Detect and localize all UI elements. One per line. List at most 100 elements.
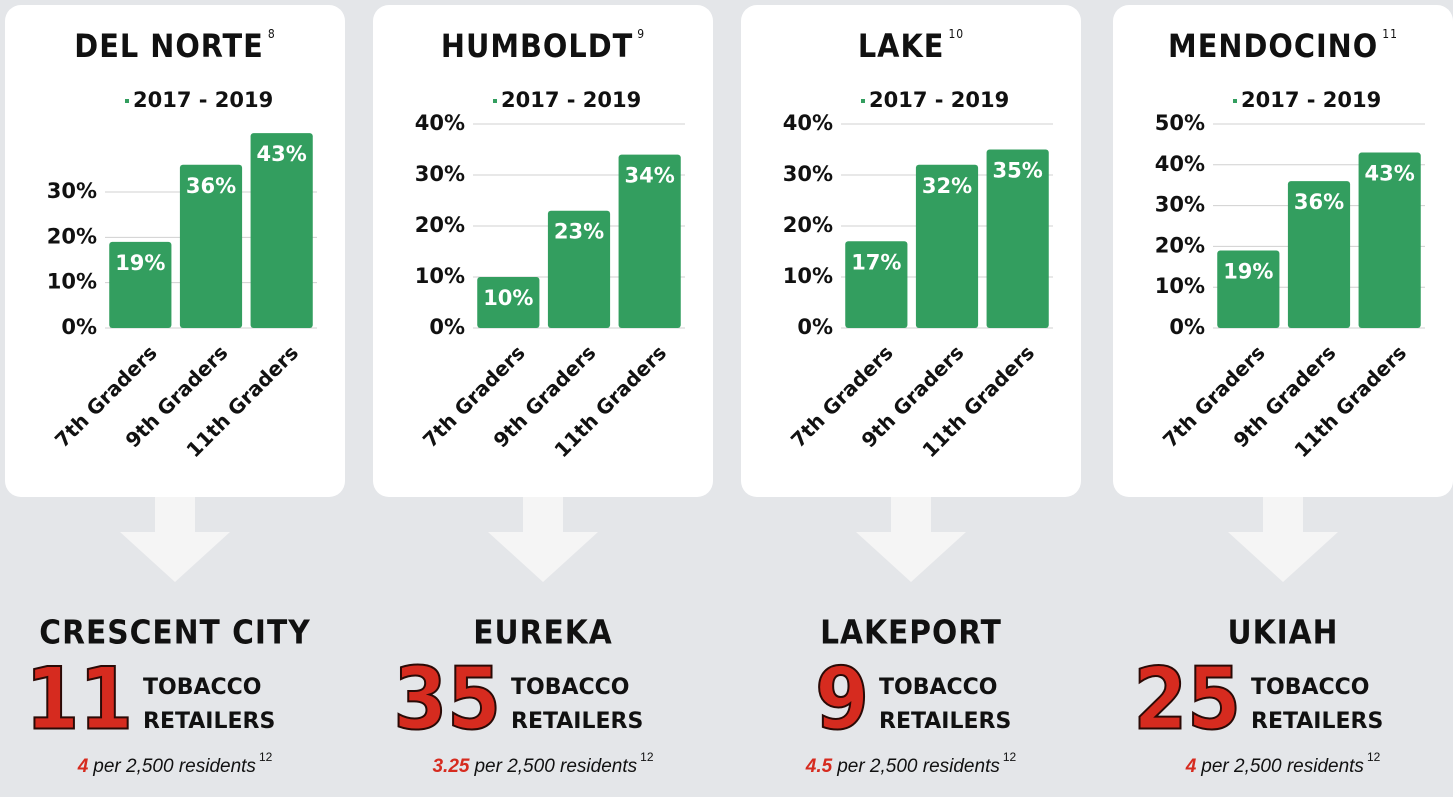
value-label: 35% — [993, 159, 1043, 183]
y-tick-label: 30% — [783, 162, 833, 186]
arrow — [1228, 497, 1338, 582]
y-tick-label: 40% — [415, 111, 465, 135]
bar — [1287, 181, 1351, 328]
y-tick-label: 20% — [1155, 233, 1205, 257]
bar — [1358, 152, 1421, 328]
value-label: 34% — [625, 164, 675, 188]
rate-text: per 2,500 residents — [473, 756, 637, 777]
y-tick-label: 40% — [783, 111, 833, 135]
value-label: 36% — [186, 174, 236, 198]
value-label: 32% — [922, 174, 972, 198]
y-tick-label: 40% — [1155, 152, 1205, 176]
y-tick-label: 30% — [1155, 193, 1205, 217]
bar — [547, 210, 611, 328]
footnote: 12 — [1003, 750, 1017, 764]
arrow — [120, 497, 230, 582]
retailer-label: RETAILERS — [879, 709, 1011, 734]
retailer-count: 35 — [393, 649, 501, 749]
value-label: 19% — [115, 251, 165, 275]
footnote: 12 — [1367, 750, 1381, 764]
footnote: 12 — [640, 750, 654, 764]
chart-title: MENDOCINO 11 — [1168, 27, 1398, 66]
value-label: 17% — [851, 250, 901, 274]
y-tick-label: 50% — [1155, 111, 1205, 135]
y-tick-label: 20% — [415, 213, 465, 237]
footnote: 9 — [637, 27, 645, 41]
y-tick-label: 0% — [1169, 315, 1205, 339]
legend-swatch — [1233, 99, 1237, 103]
bar — [477, 277, 540, 328]
footnote: 10 — [948, 27, 964, 41]
title-text: DEL NORTE — [74, 27, 264, 65]
city-name: EUREKA — [473, 613, 613, 652]
footnote: 11 — [1382, 27, 1398, 41]
value-label: 23% — [554, 220, 604, 244]
retailer-count: 25 — [1133, 649, 1241, 749]
rate-text: per 2,500 residents — [92, 756, 256, 777]
rate-value: 4 — [1185, 756, 1197, 777]
card — [741, 5, 1081, 497]
y-tick-label: 10% — [47, 270, 97, 294]
value-label: 19% — [1223, 259, 1273, 283]
title-text: LAKE — [858, 27, 945, 65]
bar — [845, 241, 908, 328]
bar — [179, 164, 243, 328]
bar — [250, 133, 313, 328]
city-name: CRESCENT CITY — [39, 613, 310, 652]
value-label: 36% — [1294, 190, 1344, 214]
y-tick-label: 0% — [797, 315, 833, 339]
retailer-count: 11 — [25, 649, 133, 749]
retailer-label: TOBACCO — [143, 675, 262, 700]
chart-title: LAKE 10 — [858, 27, 964, 66]
legend-swatch — [125, 99, 129, 103]
retailer-label: RETAILERS — [511, 709, 643, 734]
rate-value: 3.25 — [432, 756, 469, 777]
rate-line: 3.25 per 2,500 residents 12 — [432, 750, 653, 777]
footnote: 8 — [268, 27, 276, 41]
chart-title: HUMBOLDT 9 — [441, 27, 645, 66]
legend-label: 2017 - 2019 — [1241, 88, 1381, 112]
y-tick-label: 20% — [47, 224, 97, 248]
city-name: LAKEPORT — [820, 613, 1002, 652]
rate-line: 4 per 2,500 residents 12 — [77, 750, 273, 777]
rate-line: 4 per 2,500 residents 12 — [1185, 750, 1381, 777]
footnote: 12 — [259, 750, 273, 764]
retailer-label: TOBACCO — [511, 675, 630, 700]
card — [1113, 5, 1453, 497]
legend-label: 2017 - 2019 — [869, 88, 1009, 112]
bar — [109, 241, 172, 328]
y-tick-label: 10% — [1155, 274, 1205, 298]
retailer-label: TOBACCO — [879, 675, 998, 700]
legend-label: 2017 - 2019 — [501, 88, 641, 112]
y-tick-label: 0% — [61, 315, 97, 339]
y-tick-label: 10% — [415, 264, 465, 288]
retailer-label: RETAILERS — [143, 709, 275, 734]
city-name: UKIAH — [1228, 613, 1339, 652]
card — [373, 5, 713, 497]
retailer-label: TOBACCO — [1251, 675, 1370, 700]
bar — [1217, 250, 1280, 328]
rate-text: per 2,500 residents — [836, 756, 1000, 777]
card — [5, 5, 345, 497]
legend-swatch — [493, 99, 497, 103]
retailer-label: RETAILERS — [1251, 709, 1383, 734]
legend-swatch — [861, 99, 865, 103]
chart-title: DEL NORTE 8 — [74, 27, 275, 66]
y-tick-label: 30% — [415, 162, 465, 186]
title-text: HUMBOLDT — [441, 27, 633, 65]
rate-line: 4.5 per 2,500 residents 12 — [805, 750, 1017, 777]
arrow — [488, 497, 598, 582]
rate-value: 4 — [77, 756, 89, 777]
bar — [915, 164, 979, 328]
bar — [986, 149, 1049, 328]
y-tick-label: 0% — [429, 315, 465, 339]
retailer-count: 9 — [815, 649, 869, 749]
legend-label: 2017 - 2019 — [133, 88, 273, 112]
y-tick-label: 10% — [783, 264, 833, 288]
value-label: 10% — [483, 286, 533, 310]
value-label: 43% — [257, 142, 307, 166]
rate-text: per 2,500 residents — [1200, 756, 1364, 777]
rate-value: 4.5 — [805, 756, 833, 777]
y-tick-label: 30% — [47, 179, 97, 203]
